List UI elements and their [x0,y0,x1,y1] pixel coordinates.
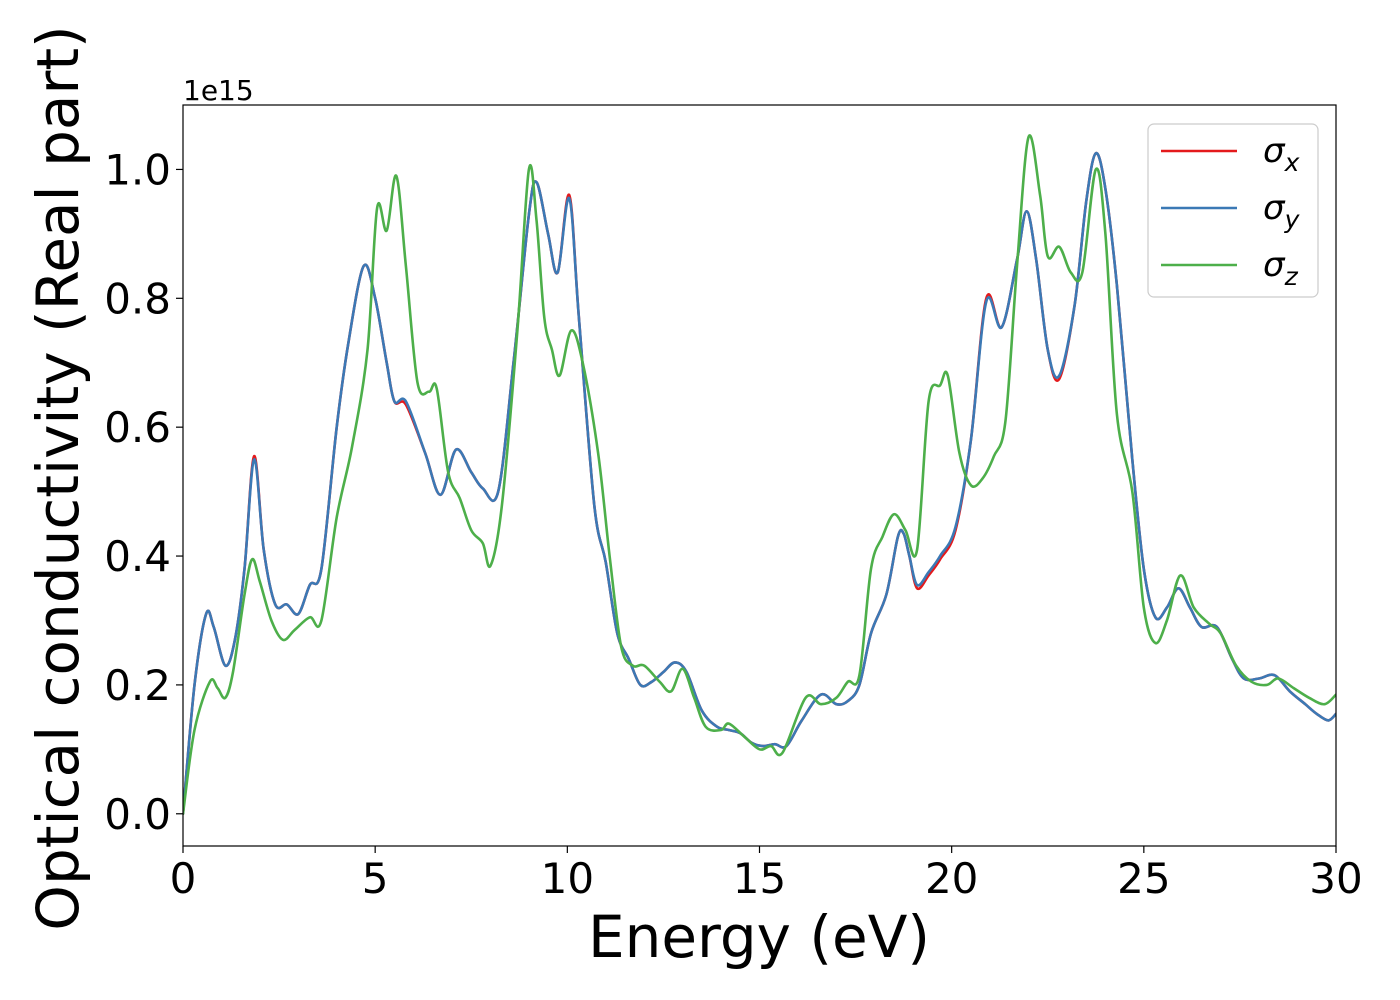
y-axis-ticks: 0.0 0.2 0.4 0.6 0.8 1.0 [104,145,183,839]
legend-label-x: σx [1263,131,1300,177]
y-tick-label: 0.0 [104,790,171,839]
series-layer [183,134,1336,816]
y-axis-offset-text: 1e15 [183,74,254,107]
x-tick-label: 20 [925,854,978,903]
y-tick-label: 0.4 [104,532,171,581]
y-tick-label: 1.0 [104,145,171,194]
legend-frame [1147,123,1319,298]
series-line-z [183,134,1336,816]
y-tick-label: 0.2 [104,661,171,710]
legend-label-y: σy [1263,188,1301,234]
x-tick-label: 10 [541,854,594,903]
y-tick-label: 0.8 [104,274,171,323]
x-tick-label: 0 [170,854,197,903]
legend-entries: σx σy σz [1161,131,1301,291]
x-axis-title: Energy (eV) [588,903,930,971]
x-tick-label: 15 [733,854,786,903]
x-axis-ticks: 0 5 10 15 20 25 30 [170,846,1363,903]
x-tick-label: 30 [1309,854,1362,903]
y-tick-label: 0.6 [104,403,171,452]
plot-area [182,104,1337,847]
y-axis-title: Optical conductivity (Real part) [24,25,92,930]
x-tick-label: 5 [362,854,389,903]
x-tick-label: 25 [1117,854,1170,903]
legend: σx σy σz [1147,123,1319,298]
legend-label-z: σz [1263,245,1299,291]
